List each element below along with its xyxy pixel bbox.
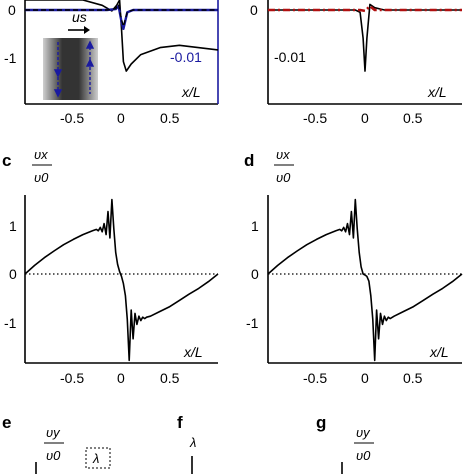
panel-d-xlabel: x/L xyxy=(429,344,449,360)
panel-c-ytick-1: 1 xyxy=(9,218,17,234)
panel-a-right-tick: -0.01 xyxy=(170,49,202,65)
panel-g-ylabel-num: υy xyxy=(356,425,371,440)
panel-c-xtick-05: 0.5 xyxy=(160,370,180,386)
panel-d-ylabel-den: υ0 xyxy=(276,170,291,185)
panel-g-letter: g xyxy=(316,413,326,432)
panel-c-letter: c xyxy=(2,151,11,170)
panel-b-ytick-0: 0 xyxy=(250,2,258,18)
panel-c-ytick-minus1: -1 xyxy=(4,315,17,331)
panel-c-xlabel: x/L xyxy=(183,344,203,360)
panel-a-series-2-line xyxy=(25,3,218,28)
panel-e-lambda-label: λ xyxy=(92,451,99,466)
panel-d-ylabel-num: υx xyxy=(276,147,290,162)
panel-d-ytick-1: 1 xyxy=(251,218,259,234)
panel-a-us-label: us xyxy=(72,9,87,25)
panel-e-ylabel-num: υy xyxy=(46,425,61,440)
panel-e-ylabel-den: υ0 xyxy=(46,448,61,463)
panel-c-ylabel-den: υ0 xyxy=(34,170,49,185)
panel-c: c υx υ0 1 0 -1 x/L -0.5 0 0.5 xyxy=(2,147,219,386)
panel-c-series-group xyxy=(24,198,219,362)
panel-c-ylabel-num: υx xyxy=(34,147,48,162)
panel-d-series-0-line xyxy=(267,198,463,362)
panel-a-us-arrowhead xyxy=(84,26,90,34)
panel-b: 0 -0.01 x/L -0.5 0 0.5 xyxy=(250,0,462,126)
panel-a-xtick-0: 0 xyxy=(117,110,125,126)
panel-c-xtick-m05: -0.5 xyxy=(60,370,84,386)
panel-e-letter: e xyxy=(2,413,11,432)
panel-a-xlabel: x/L xyxy=(181,84,201,100)
panel-a-ytick-0: 0 xyxy=(8,2,16,18)
panel-b-xtick-05: 0.5 xyxy=(403,110,423,126)
panel-f-letter: f xyxy=(177,413,183,432)
panel-a: 0 -1 -0.01 x/L -0.5 0 0.5 us xyxy=(4,0,219,126)
panel-b-xtick-m05: -0.5 xyxy=(303,110,327,126)
panel-d-xtick-m05: -0.5 xyxy=(303,370,327,386)
panel-a-series-0-line xyxy=(25,0,219,72)
panel-d-xtick-05: 0.5 xyxy=(403,370,423,386)
panel-b-series-group xyxy=(268,3,462,72)
panel-g: g υy υ0 xyxy=(316,413,374,474)
panel-f-ylabel: λ xyxy=(189,435,196,450)
panel-a-series-group xyxy=(25,0,219,72)
panel-g-ylabel-den: υ0 xyxy=(356,448,371,463)
panel-e: e υy υ0 λ xyxy=(2,413,111,474)
panel-a-inset-arrows xyxy=(53,40,95,98)
panel-d-letter: d xyxy=(244,151,254,170)
panel-f: f λ xyxy=(177,413,196,474)
panel-b-xtick-0: 0 xyxy=(361,110,369,126)
panel-d-series-group xyxy=(267,198,463,362)
panel-a-xtick-m05: -0.5 xyxy=(60,110,84,126)
panel-d-ytick-0: 0 xyxy=(251,266,259,282)
panel-c-series-0-line xyxy=(24,198,219,362)
panel-b-xlabel: x/L xyxy=(427,84,447,100)
panel-a-xtick-05: 0.5 xyxy=(160,110,180,126)
panel-c-ytick-0: 0 xyxy=(9,266,17,282)
panel-e-lambda-box xyxy=(85,447,111,469)
panel-a-ytick-minus1: -1 xyxy=(4,50,17,66)
panel-c-xtick-0: 0 xyxy=(117,370,125,386)
panel-d: d υx υ0 1 0 -1 x/L -0.5 0 0.5 xyxy=(244,147,463,386)
panel-b-series-1-line xyxy=(268,4,462,13)
panel-d-ytick-minus1: -1 xyxy=(246,315,259,331)
panel-b-annotation: -0.01 xyxy=(274,49,306,65)
panel-d-xtick-0: 0 xyxy=(361,370,369,386)
